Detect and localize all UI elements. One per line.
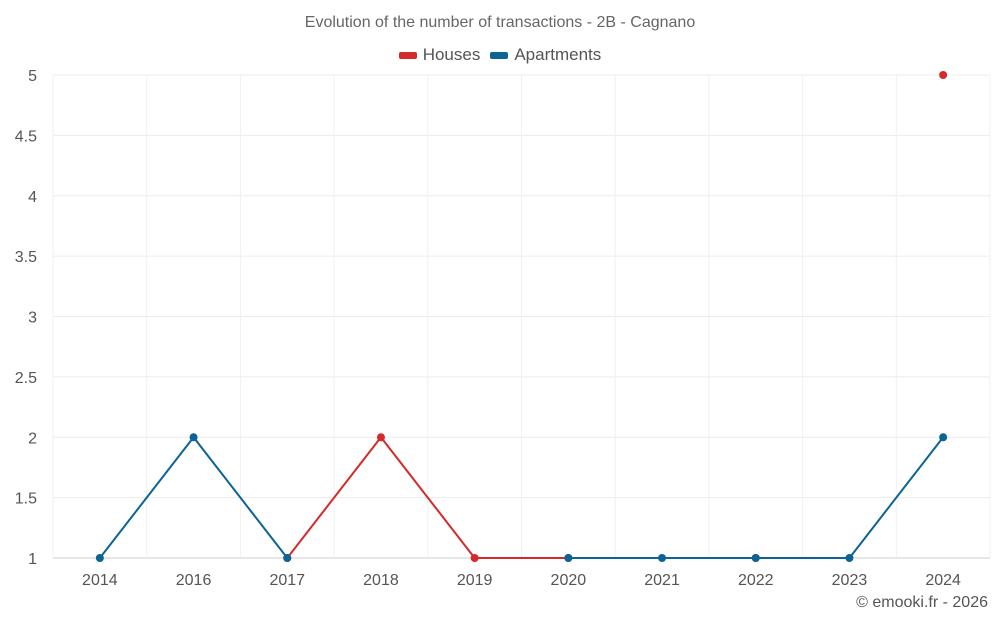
legend-label-houses: Houses <box>422 45 481 64</box>
data-point-houses <box>470 554 479 562</box>
y-tick-label: 2.5 <box>15 370 37 387</box>
y-tick-label: 4.5 <box>15 128 37 145</box>
legend-item-apartments[interactable]: Apartments <box>490 45 601 65</box>
legend-label-apartments: Apartments <box>514 45 602 64</box>
data-point-apartments <box>751 554 760 562</box>
y-tick-label: 5 <box>28 68 37 85</box>
data-point-apartments <box>658 554 667 562</box>
data-point-apartments <box>564 554 573 562</box>
series-line-apartments <box>192 436 289 559</box>
x-tick-label: 2014 <box>82 572 118 589</box>
series-line-apartments <box>848 436 945 559</box>
legend-swatch-apartments <box>490 51 509 59</box>
legend-item-houses[interactable]: Houses <box>398 45 481 65</box>
data-point-apartments <box>189 433 198 442</box>
series-line-houses <box>286 436 382 559</box>
y-tick-label: 3.5 <box>15 249 37 266</box>
series-line-houses <box>379 436 476 559</box>
y-tick-label: 3 <box>28 310 37 327</box>
data-point-apartments <box>283 554 292 562</box>
legend-swatch-houses <box>398 51 417 59</box>
data-point-apartments <box>845 554 854 562</box>
x-tick-label: 2016 <box>176 572 212 589</box>
x-tick-label: 2020 <box>551 572 587 589</box>
data-point-houses <box>939 71 948 79</box>
x-tick-label: 2024 <box>925 572 961 589</box>
chart-legend: Houses Apartments <box>0 45 1000 65</box>
y-tick-label: 4 <box>28 189 37 206</box>
series-line-apartments <box>98 436 195 559</box>
x-tick-label: 2017 <box>269 572 305 589</box>
y-tick-label: 1.5 <box>15 491 37 508</box>
x-tick-label: 2023 <box>832 572 868 589</box>
x-tick-label: 2018 <box>363 572 399 589</box>
y-tick-label: 2 <box>28 430 37 447</box>
x-tick-label: 2021 <box>644 572 680 589</box>
data-point-apartments <box>939 433 948 442</box>
chart-title: Evolution of the number of transactions … <box>304 14 696 31</box>
credit-text: © emooki.fr - 2026 <box>856 594 988 611</box>
data-point-houses <box>376 433 385 442</box>
x-tick-label: 2019 <box>457 572 493 589</box>
x-tick-label: 2022 <box>738 572 774 589</box>
data-point-apartments <box>95 554 104 562</box>
y-tick-label: 1 <box>28 551 37 568</box>
